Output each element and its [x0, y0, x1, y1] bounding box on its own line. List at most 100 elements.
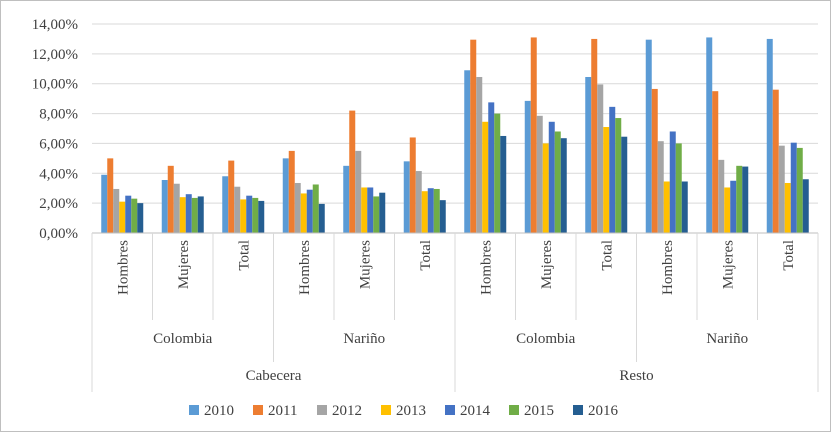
bar [742, 166, 749, 233]
bar [427, 188, 434, 233]
grid-lines [92, 23, 818, 204]
bar [597, 84, 604, 233]
bar [663, 181, 670, 233]
legend: 2010 2011 2012 2013 2014 2015 2016 [189, 403, 619, 419]
legend-swatch [445, 405, 455, 415]
bar [548, 121, 555, 233]
bar [591, 38, 598, 233]
bar [312, 184, 319, 233]
bar [464, 70, 471, 234]
bar [536, 115, 543, 233]
bar [706, 37, 713, 233]
bar [724, 187, 731, 233]
bar [603, 127, 610, 233]
legend-label: 2016 [588, 403, 619, 419]
bar [470, 39, 477, 233]
y-tick-label: 14,00% [32, 17, 78, 33]
bar [288, 150, 295, 233]
category-label: Mujeres [720, 240, 736, 289]
category-label: Mujeres [176, 240, 192, 289]
bar [657, 141, 664, 233]
bar [179, 197, 186, 233]
bar [415, 171, 422, 233]
bar [197, 196, 204, 233]
category-label: Total [418, 240, 434, 271]
legend-label: 2010 [204, 403, 234, 419]
bar [246, 195, 253, 233]
bar [681, 181, 688, 233]
y-tick-label: 12,00% [32, 47, 78, 63]
zone-label: Cabecera [246, 368, 302, 384]
bar [173, 183, 180, 233]
bar [784, 182, 791, 233]
legend-swatch [253, 405, 263, 415]
bar [258, 200, 265, 233]
legend-item: 2010 [189, 403, 234, 419]
bar [609, 106, 616, 233]
bar [433, 188, 440, 233]
bar [379, 192, 386, 233]
bar [409, 137, 416, 233]
legend-swatch [189, 405, 199, 415]
legend-item: 2013 [381, 403, 426, 419]
bar [318, 203, 325, 233]
category-axis: Hombres Mujeres Total Hombres Mujeres Total Ho… [91, 232, 819, 392]
legend-item: 2015 [509, 403, 554, 419]
bar [718, 159, 725, 233]
bar [615, 118, 622, 233]
y-tick-label: 6,00% [39, 136, 78, 152]
category-label: Hombres [115, 240, 131, 295]
bar [113, 188, 120, 233]
bar [669, 131, 676, 233]
bar [554, 131, 561, 233]
legend-item: 2011 [253, 403, 297, 419]
bar [343, 165, 350, 233]
bar [282, 158, 289, 233]
y-tick-label: 8,00% [39, 107, 78, 123]
bar [306, 189, 313, 233]
bar [778, 145, 785, 233]
category-label: Mujeres [357, 240, 373, 289]
category-label: Hombres [297, 240, 313, 295]
bar [349, 110, 356, 233]
legend-label: 2015 [524, 403, 554, 419]
bar [361, 187, 368, 233]
bar [651, 88, 658, 233]
category-label: Total [781, 240, 797, 271]
bar [222, 176, 229, 233]
y-tick-label: 2,00% [39, 196, 78, 212]
bar [107, 158, 114, 233]
bars [101, 37, 809, 234]
bar [119, 201, 126, 233]
bar [482, 121, 489, 233]
bar [439, 200, 446, 233]
bar [772, 89, 779, 233]
legend-swatch [509, 405, 519, 415]
bar [675, 143, 682, 233]
bar [137, 203, 144, 233]
bar [403, 161, 410, 233]
bar [796, 147, 803, 233]
bar [730, 180, 737, 233]
bar [300, 193, 307, 233]
bar [802, 179, 809, 233]
legend-label: 2013 [396, 403, 426, 419]
legend-item: 2016 [573, 403, 619, 419]
region-label: Nariño [706, 331, 748, 347]
bar [488, 102, 495, 233]
bar [373, 196, 380, 233]
bar [766, 38, 773, 233]
bar [421, 191, 428, 233]
bar [240, 199, 247, 233]
region-label: Nariño [343, 331, 385, 347]
bar [790, 142, 797, 233]
bar [294, 182, 301, 233]
bar [167, 165, 174, 233]
region-label: Colombia [516, 331, 576, 347]
category-label: Mujeres [539, 240, 555, 289]
bar [367, 187, 374, 233]
bar [476, 76, 483, 233]
bar [494, 113, 501, 233]
